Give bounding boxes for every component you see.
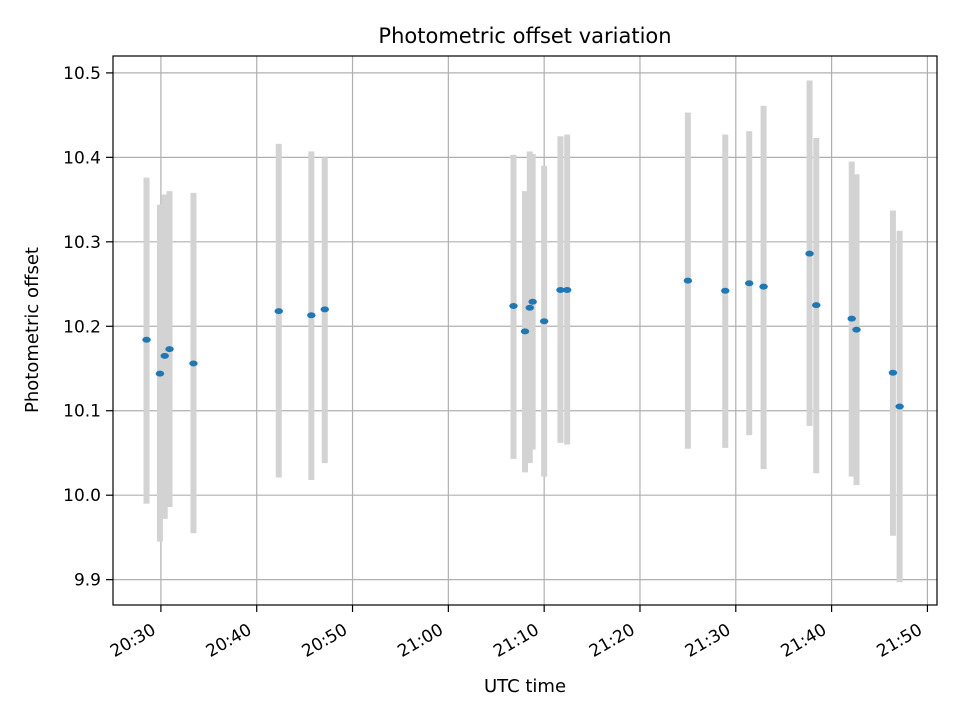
data-point [320,306,329,313]
data-point [539,318,549,325]
data-point [683,277,693,284]
plot-frame [112,55,938,606]
y-tick-label: 10.1 [63,402,101,422]
y-tick-label: 10.4 [63,148,101,168]
data-points [142,250,904,410]
y-axis-ticks: 9.9 10.0 10.1 10.2 10.3 10.4 10.5 [63,64,113,591]
data-point [888,369,898,376]
y-tick-label: 10.3 [63,233,101,253]
x-tick-label: 20:50 [299,620,351,662]
x-tick-label: 21:30 [682,620,734,662]
data-point [852,326,861,333]
data-point [805,250,814,257]
data-point [847,315,856,322]
data-point [307,312,316,319]
data-point [556,286,565,293]
x-tick-label: 21:50 [873,620,925,662]
data-point [160,352,169,359]
chart-title: Photometric offset variation [378,24,671,48]
y-tick-label: 10.2 [63,317,101,337]
data-point [562,286,572,293]
data-point [142,336,151,343]
y-tick-label: 10.0 [63,486,101,506]
x-tick-label: 20:30 [107,620,159,662]
data-point [155,370,165,377]
x-tick-label: 21:20 [586,620,638,662]
data-point [165,346,174,353]
data-point [509,303,518,310]
data-point [745,280,754,287]
y-axis-label: Photometric offset [22,247,43,413]
data-point [528,298,537,305]
x-tick-label: 21:00 [394,620,446,662]
data-point [895,403,904,410]
y-tick-label: 10.5 [63,64,101,84]
data-point [721,287,730,294]
x-tick-label: 20:40 [203,620,255,662]
data-point [274,308,283,315]
x-axis-ticks: 20:30 20:40 20:50 21:00 21:10 21:20 21:30 21:40… [107,605,929,662]
x-axis-label: UTC time [484,676,566,697]
data-point [812,302,821,309]
x-tick-label: 21:40 [778,620,830,662]
y-tick-label: 9.9 [74,571,101,591]
x-tick-label: 21:10 [490,620,542,662]
data-point [759,283,768,290]
data-point [525,304,534,311]
data-point [189,360,198,367]
data-point [520,328,530,335]
